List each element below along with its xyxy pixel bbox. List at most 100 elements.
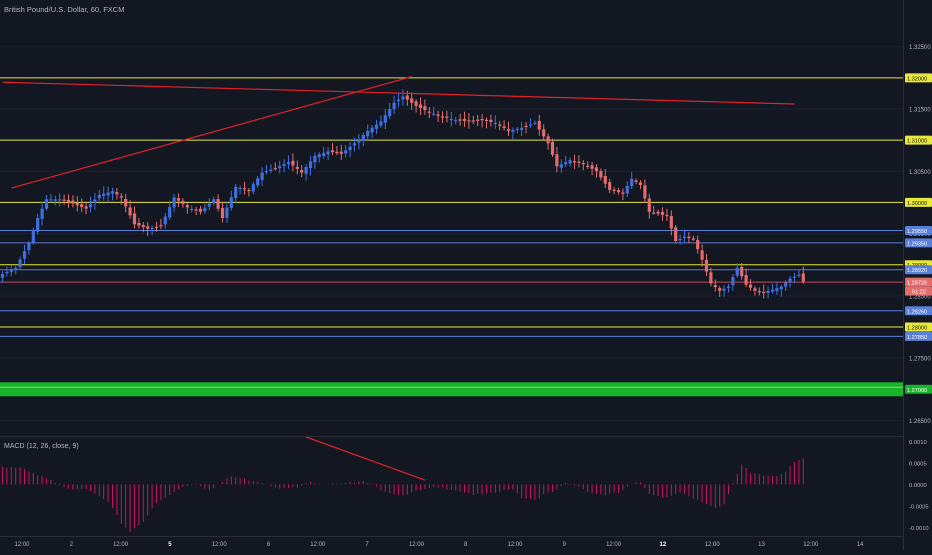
candle-body bbox=[630, 178, 634, 187]
candle-body bbox=[498, 124, 502, 126]
candle-body bbox=[449, 118, 453, 121]
candle-body bbox=[528, 124, 533, 126]
macd-divergence-line[interactable] bbox=[305, 436, 426, 481]
candle-body bbox=[388, 109, 392, 117]
candle-body bbox=[766, 290, 770, 294]
chart-title: British Pound/U.S. Dollar, 60, FXCM bbox=[4, 5, 124, 14]
candlestick-series bbox=[0, 89, 805, 299]
candle-body bbox=[291, 160, 295, 166]
candle-body bbox=[757, 291, 761, 293]
level-tag-yellow bbox=[905, 73, 932, 83]
candle-body bbox=[273, 168, 277, 170]
candle-body bbox=[137, 222, 141, 226]
candle-body bbox=[550, 141, 555, 155]
macd-tick-label: 0.0005 bbox=[909, 461, 927, 467]
level-tag-yellow bbox=[905, 322, 932, 332]
price-tick-label: 1.28500 bbox=[909, 294, 931, 300]
level-tag-label: 1.29350 bbox=[907, 241, 927, 247]
trendlines[interactable] bbox=[2, 76, 795, 189]
candle-body bbox=[53, 199, 57, 201]
candle-body bbox=[260, 172, 264, 180]
macd-axis[interactable]: 0.0010 0.0005 0.0000 -0.0005 -0.0010 bbox=[909, 440, 929, 532]
candle-body bbox=[176, 198, 181, 201]
candle-body bbox=[784, 282, 788, 287]
candle-body bbox=[71, 200, 75, 204]
macd-indicator-label[interactable]: MACD (12, 26, close, 9) bbox=[4, 443, 79, 450]
candle-body bbox=[660, 211, 665, 215]
candle-body bbox=[546, 136, 550, 144]
candle-body bbox=[484, 119, 489, 122]
candle-body bbox=[792, 276, 797, 278]
price-tick-label: 1.32500 bbox=[909, 45, 931, 51]
candle-body bbox=[445, 116, 449, 118]
candle-body bbox=[93, 199, 97, 204]
macd-tick-label: 0.0010 bbox=[909, 440, 927, 446]
macd-trendline[interactable] bbox=[305, 436, 426, 481]
candle-body bbox=[308, 161, 313, 169]
candle-body bbox=[581, 162, 585, 165]
level-tag-green bbox=[905, 384, 932, 394]
candle-body bbox=[220, 208, 225, 218]
time-tick-label: 12:00 bbox=[803, 542, 819, 548]
candle-body bbox=[731, 277, 735, 286]
time-axis[interactable]: 12:00 2 12:00 5 12:00 6 12:00 7 12:00 8 12:00 9 12:0… bbox=[14, 542, 864, 548]
candle-body bbox=[194, 209, 198, 211]
candle-body bbox=[502, 126, 506, 129]
candle-body bbox=[682, 236, 687, 238]
trendline-1[interactable] bbox=[11, 76, 412, 189]
candle-body bbox=[476, 119, 480, 121]
candle-body bbox=[163, 216, 167, 225]
candle-body bbox=[330, 150, 335, 153]
candle-body bbox=[590, 165, 594, 169]
candle-body bbox=[432, 113, 436, 115]
candle-body bbox=[84, 206, 88, 209]
time-tick-label: 12:00 bbox=[14, 542, 30, 548]
trendline-2[interactable] bbox=[2, 81, 795, 105]
candle-body bbox=[348, 146, 352, 151]
candle-body bbox=[511, 129, 515, 132]
candle-body bbox=[128, 207, 132, 216]
level-tag-blue bbox=[905, 265, 932, 275]
candle-body bbox=[748, 284, 753, 288]
candle-body bbox=[440, 116, 445, 118]
candle-body bbox=[797, 274, 801, 276]
candle-body bbox=[102, 193, 106, 197]
candle-body bbox=[722, 288, 726, 291]
countdown-tag bbox=[905, 286, 932, 296]
candle-body bbox=[779, 286, 783, 290]
candle-body bbox=[418, 104, 423, 108]
candle-body bbox=[586, 165, 590, 167]
candle-body bbox=[458, 119, 462, 121]
horizontal-levels[interactable] bbox=[0, 77, 903, 397]
price-axis[interactable]: 1.32500 1.31500 1.30500 1.29500 1.28500 1.275… bbox=[909, 45, 931, 425]
level-tag-label: 1.27000 bbox=[907, 388, 927, 394]
candle-body bbox=[612, 189, 616, 192]
support-band[interactable] bbox=[0, 382, 903, 397]
candle-body bbox=[357, 139, 361, 143]
candle-body bbox=[638, 182, 643, 185]
candle-body bbox=[467, 120, 471, 122]
candle-body bbox=[603, 176, 607, 184]
candle-body bbox=[564, 162, 568, 165]
candle-body bbox=[555, 154, 559, 167]
candle-body bbox=[154, 226, 159, 228]
candle-body bbox=[198, 208, 203, 212]
time-tick-label: 12:00 bbox=[113, 542, 129, 548]
candle-body bbox=[27, 242, 31, 251]
level-tag-label: 1.28260 bbox=[907, 309, 927, 315]
time-tick-label: 9 bbox=[563, 542, 567, 548]
candle-body bbox=[216, 199, 220, 209]
candle-body bbox=[229, 197, 233, 208]
candle-body bbox=[146, 226, 150, 229]
level-tag-label: 1.27850 bbox=[907, 335, 927, 341]
candle-body bbox=[40, 208, 44, 219]
candle-body bbox=[740, 266, 744, 277]
candle-body bbox=[625, 185, 629, 194]
macd-histogram bbox=[2, 458, 804, 533]
level-tag-label: 1.31000 bbox=[907, 139, 927, 145]
candle-body bbox=[515, 128, 519, 130]
candle-body bbox=[251, 184, 255, 192]
candle-body bbox=[207, 203, 211, 207]
